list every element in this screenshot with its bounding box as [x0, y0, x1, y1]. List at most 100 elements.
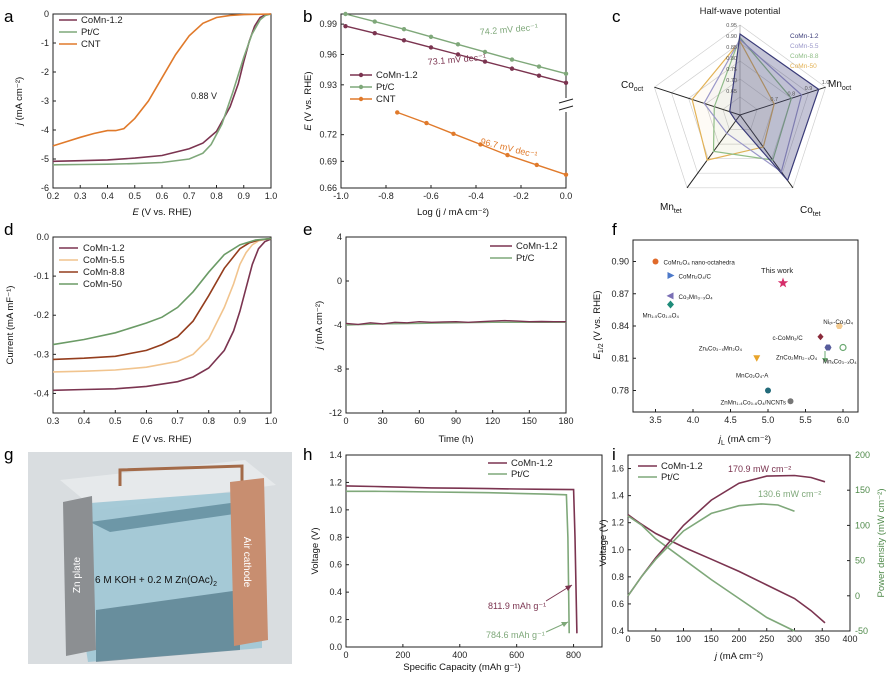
series-line-d-2 — [52, 237, 272, 361]
e-ytick-label-4: -12 — [329, 408, 342, 418]
legend-label-h-0: CoMn-1.2 — [511, 458, 553, 469]
legend-h: CoMn-1.2 Pt/C — [488, 458, 553, 480]
series-point-b-1-2 — [401, 26, 407, 32]
y-axis-label-i: Voltage (V) — [598, 520, 609, 567]
d-xtick-label-2: 0.5 — [109, 416, 122, 426]
radar-spoke-1 — [739, 86, 826, 116]
d-ytick-label-2: -0.2 — [33, 310, 49, 320]
x-axis-label-h: Specific Capacity (mAh g⁻¹) — [403, 662, 520, 673]
a-xtick-label-0: 0.2 — [47, 191, 60, 201]
x-axis-label-d: E (V vs. RHE) — [132, 434, 191, 445]
h-ytick-label-3: 0.8 — [329, 532, 342, 542]
legend-c: CoMn-1.2 CoMn-5.5 CoMn-8.8 CoMn-50 — [790, 33, 819, 70]
b-xtick-label-5: 0.0 — [560, 191, 573, 201]
radar-series-c — [691, 32, 820, 182]
series-voltage-i-1 — [627, 515, 795, 632]
series-line-a-1 — [52, 13, 272, 166]
y-ticks-a: 0 -1 -2 -3 -4 -5 -6 — [41, 9, 56, 193]
i-right-ytick-label-4: 0 — [855, 591, 860, 601]
series-lines-a — [52, 13, 272, 166]
legend-label-d-3: CoMn-50 — [83, 279, 122, 290]
panel-letter-h: h — [303, 445, 312, 464]
legend-label-b-1: Pt/C — [376, 82, 395, 93]
y-ticks-f: 0.90 0.87 0.84 0.81 0.78 — [611, 257, 636, 396]
d-ytick-label-0: 0.0 — [36, 232, 49, 242]
e-xtick-label-2: 60 — [414, 416, 424, 426]
x-axis-label-f: jL (mA cm⁻²) — [717, 434, 771, 447]
scatter-label-f-2: This work — [761, 266, 793, 275]
panel-c: c Half-wave potential 0.950.900.850.800.… — [612, 6, 851, 218]
series-lines-d — [52, 237, 272, 392]
radar-axis-label-co-tet: Cotet — [800, 205, 821, 218]
y-axis-label-e: j (mA cm⁻²) — [314, 301, 325, 351]
d-xtick-label-3: 0.6 — [140, 416, 153, 426]
scatter-label-f-7: ZnCo₂Mn₂₋ₓO₄ — [776, 355, 818, 362]
legend-label-i-1: Pt/C — [661, 472, 680, 483]
panel-d: d 0.3 0.4 0.5 0.6 0.7 0.8 0.9 1.0 0.0 -0.1 -0.2 -0… — [4, 220, 277, 445]
annotation-i-comn: 170.9 mW cm⁻² — [728, 464, 791, 474]
legend-b: CoMn-1.2 Pt/C CNT — [350, 70, 418, 105]
scatter-label-f-4: Mn₁.₅Co₁.₅O₄ — [643, 313, 680, 320]
y-ticks-right-i: 200 150 100 50 0 -50 — [847, 450, 870, 636]
e-xtick-label-6: 180 — [558, 416, 573, 426]
series-point-b-2-4 — [505, 152, 510, 158]
series-point-b-0-5 — [482, 59, 488, 64]
radar-ring-0 — [722, 96, 758, 130]
radar-ring-1 — [705, 78, 775, 145]
y-ticks-d: 0.0 -0.1 -0.2 -0.3 -0.4 — [33, 232, 56, 398]
h-ytick-label-5: 0.4 — [329, 587, 342, 597]
radar-axis-label-mn-oct: Mnoct — [828, 79, 851, 92]
e-xtick-label-4: 120 — [485, 416, 500, 426]
e-xtick-label-1: 30 — [378, 416, 388, 426]
scatter-point-f-2 — [777, 277, 789, 288]
series-lines-h — [345, 485, 578, 634]
panel-h: h 0 200 400 600 800 1.4 1.2 1.0 0.8 0.6 0.4 0.2 0.0… — [303, 445, 603, 673]
series-point-b-2-5 — [534, 162, 539, 168]
x-ticks-b: -1.0 -0.8 -0.6 -0.4 -0.2 0.0 — [333, 185, 572, 201]
series-point-b-1-1 — [372, 19, 377, 24]
annotation-a-halfwave: 0.88 V — [191, 91, 217, 101]
h-xtick-label-0: 0 — [343, 650, 348, 660]
d-xtick-label-7: 1.0 — [265, 416, 278, 426]
i-xtick-label-3: 150 — [704, 634, 719, 644]
i-xtick-label-5: 250 — [759, 634, 774, 644]
scatter-point-f-1 — [667, 271, 675, 279]
legend-label-a-1: Pt/C — [81, 27, 100, 38]
d-ytick-label-3: -0.3 — [33, 349, 49, 359]
series-line-h-1 — [346, 490, 570, 634]
radar-top-label-1: 0.90 — [726, 34, 737, 40]
scatter-point-f-7 — [824, 344, 832, 351]
series-point-b-0-0 — [343, 23, 348, 29]
series-line-d-0 — [52, 238, 272, 392]
scatter-label-f-0: CoMn₂O₄ nano-octahedra — [664, 260, 736, 267]
x-ticks-d: 0.3 0.4 0.5 0.6 0.7 0.8 0.9 1.0 — [47, 410, 278, 426]
axes-frame-h — [345, 454, 603, 648]
series-point-b-0-1 — [372, 31, 377, 36]
i-xtick-label-1: 50 — [651, 634, 661, 644]
a-ytick-label-4: -4 — [41, 125, 49, 135]
legend-marker-b-1 — [358, 84, 364, 90]
series-line-h-0 — [345, 485, 578, 634]
series-power-i-1 — [627, 503, 795, 597]
legend-label-b-0: CoMn-1.2 — [376, 70, 418, 81]
radar-top-label-3: 0.80 — [726, 56, 737, 62]
d-ytick-label-1: -0.1 — [33, 271, 49, 281]
legend-label-i-0: CoMn-1.2 — [661, 461, 703, 472]
f-xtick-label-3: 5.0 — [762, 415, 775, 425]
radar-title-c: Half-wave potential — [700, 6, 781, 17]
axis-break-b — [558, 98, 574, 112]
a-ytick-label-6: -6 — [41, 183, 49, 193]
radar-series-1 — [703, 38, 803, 173]
electrolyte-label: 6 M KOH + 0.2 M Zn(OAc)2 — [95, 575, 217, 588]
h-ytick-label-0: 1.4 — [329, 450, 342, 460]
scatter-point-f-5 — [835, 323, 843, 329]
f-xtick-label-5: 6.0 — [837, 415, 850, 425]
series-point-b-1-5 — [482, 49, 488, 55]
x-axis-label-a: E (V vs. RHE) — [132, 207, 191, 218]
series-point-b-1-3 — [428, 34, 434, 39]
f-ytick-label-4: 0.78 — [611, 386, 629, 396]
panel-letter-i: i — [612, 445, 616, 464]
i-ytick-label-6: 0.4 — [611, 626, 624, 636]
i-right-ytick-label-3: 50 — [855, 556, 865, 566]
radar-top-label-6: 0.65 — [726, 89, 737, 95]
